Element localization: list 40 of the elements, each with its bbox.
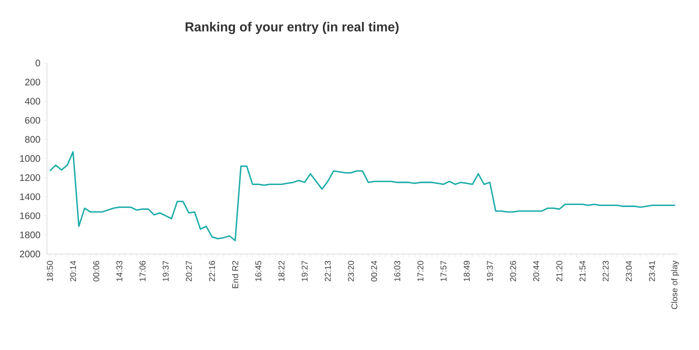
x-tick-label: 00:24 <box>371 260 378 282</box>
x-tick-label: 20:14 <box>70 260 76 282</box>
x-tick-label: 23:20 <box>348 260 354 282</box>
x-tick-label: 16:45 <box>255 260 262 282</box>
y-tick-label: 1600 <box>20 212 40 220</box>
y-tick-label: 0 <box>36 60 40 66</box>
x-tick-label: End R2 <box>232 260 238 288</box>
x-tick-label: 20:44 <box>533 260 540 282</box>
x-tick-label: 18:50 <box>46 260 53 282</box>
x-tick-label: 18:22 <box>278 260 284 282</box>
x-tick-label: 23:04 <box>626 260 632 282</box>
x-tick-label: Close of play <box>671 260 680 310</box>
y-tick-label: 1200 <box>20 174 40 181</box>
x-tick-label: 17:57 <box>440 260 447 282</box>
x-tick-label: 16:03 <box>394 260 400 282</box>
x-tick-label: 19:37 <box>162 260 169 282</box>
y-tick-label: 2000 <box>20 250 40 258</box>
y-tick-label: 1000 <box>20 155 40 162</box>
x-tick-label: 00:06 <box>93 260 100 282</box>
x-tick-label: 20:27 <box>186 260 192 282</box>
x-tick-label: 17:20 <box>417 260 424 282</box>
x-tick-label: 23:41 <box>648 260 655 282</box>
x-tick-label: 19:37 <box>486 260 493 282</box>
x-tick-label: 17:06 <box>140 260 146 282</box>
y-tick-label: 600 <box>25 116 40 124</box>
x-tick-label: 22:13 <box>324 260 331 282</box>
x-tick-label: 22:23 <box>602 260 609 282</box>
y-tick-label: 200 <box>25 78 40 86</box>
x-tick-label: 22:16 <box>209 260 215 282</box>
y-tick-label: 400 <box>24 98 40 105</box>
x-tick-label: 20:26 <box>510 260 516 282</box>
y-tick-label: 1400 <box>20 193 40 200</box>
x-tick-label: 21:20 <box>556 260 562 282</box>
x-tick-label: 19:27 <box>302 260 308 282</box>
x-tick-label: 18:49 <box>464 260 470 282</box>
chart-title: Ranking of your entry (in real time) <box>186 22 399 34</box>
x-tick-label: 21:54 <box>580 260 586 282</box>
x-tick-label: 14:33 <box>116 260 122 282</box>
y-tick-label: 800 <box>25 136 40 143</box>
y-tick-label: 1800 <box>20 232 40 238</box>
